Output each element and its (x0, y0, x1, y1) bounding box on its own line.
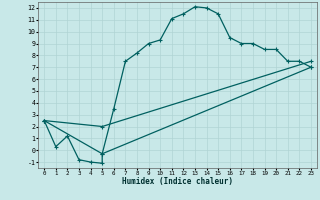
X-axis label: Humidex (Indice chaleur): Humidex (Indice chaleur) (122, 177, 233, 186)
